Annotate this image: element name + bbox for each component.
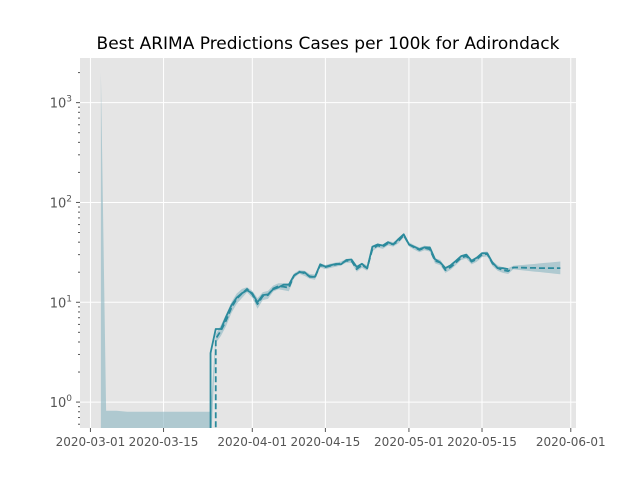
predicted-series-line: [214, 234, 561, 428]
chart-title: Best ARIMA Predictions Cases per 100k fo…: [97, 34, 560, 54]
y-tick-label: 102: [50, 194, 72, 211]
x-tick-label: 2020-04-01: [217, 435, 287, 449]
x-tick-label: 2020-03-15: [129, 435, 199, 449]
y-axis: 100 101 102 103: [50, 72, 80, 425]
x-tick-label: 2020-06-01: [536, 435, 606, 449]
x-tick-label: 2020-05-01: [374, 435, 444, 449]
x-tick-label: 2020-03-01: [56, 435, 126, 449]
y-tick-label: 103: [50, 95, 72, 112]
y-tick-label: 101: [50, 294, 72, 311]
x-tick-label: 2020-05-15: [447, 435, 517, 449]
x-axis: 2020-03-01 2020-03-15 2020-04-01 2020-04-15…: [56, 428, 606, 449]
confidence-band: [100, 72, 561, 428]
plot-area: [80, 58, 576, 428]
actual-series-line: [209, 233, 509, 428]
y-tick-label: 100: [50, 394, 73, 411]
gridlines: [80, 58, 576, 428]
x-tick-label: 2020-04-15: [291, 435, 361, 449]
series-layer: [100, 72, 561, 428]
